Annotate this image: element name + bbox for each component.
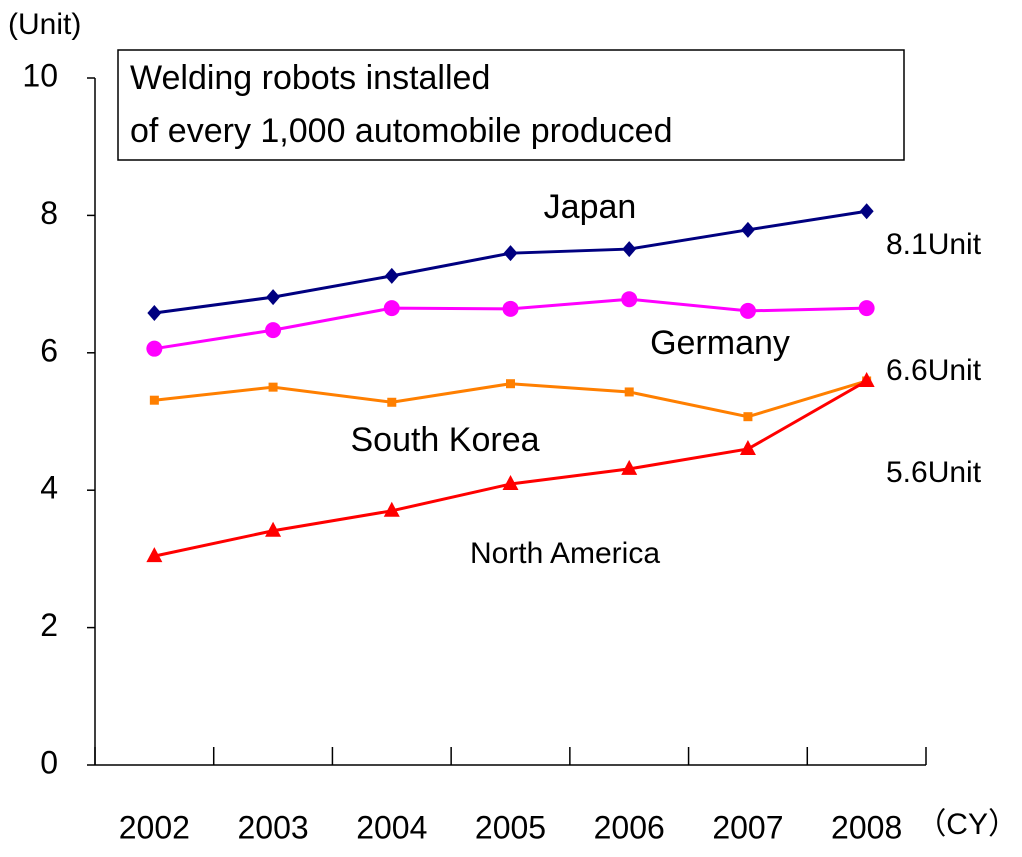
marker [146,547,163,563]
series-label: North America [470,537,660,570]
x-tick-label: 2005 [475,809,546,845]
marker [622,241,637,258]
annotation: 6.6Unit [886,354,982,387]
marker [147,304,162,321]
series-line [154,379,868,558]
marker [858,300,875,317]
marker [621,459,638,475]
marker [146,340,163,357]
series-label: South Korea [350,421,539,459]
marker [739,302,756,319]
marker [149,395,159,405]
marker [265,521,282,537]
marker [859,203,874,220]
x-tick-label: 2004 [356,809,427,845]
y-tick-label: 4 [40,470,58,506]
series-line [154,209,867,315]
annotation: 8.1Unit [886,228,982,261]
x-tick-label: 2007 [712,809,783,845]
marker [268,382,278,392]
chart-title: Welding robots installed [130,59,490,97]
y-axis-label: (Unit) [8,8,81,41]
x-tick-label: 2003 [237,809,308,845]
y-tick-label: 0 [40,744,58,780]
marker [265,322,282,339]
marker [387,397,397,407]
chart-title: of every 1,000 automobile produced [130,112,672,150]
y-tick-label: 6 [40,332,58,368]
y-tick-label: 2 [40,607,58,643]
x-tick-label: 2006 [594,809,665,845]
x-axis-label: （CY） [916,808,1018,841]
marker [858,371,875,387]
annotation: 5.6Unit [886,456,982,489]
x-tick-label: 2002 [119,809,190,845]
series-label: Japan [544,188,637,226]
marker [502,475,519,491]
series-label: Germany [650,324,790,362]
marker [624,387,634,397]
marker [739,439,756,455]
marker [383,501,400,517]
y-tick-label: 8 [40,195,58,231]
marker [503,245,518,262]
marker [384,267,399,284]
marker [266,289,281,306]
title-box [117,49,905,161]
x-tick-label: 2008 [831,809,902,845]
marker [740,221,755,238]
marker [383,300,400,317]
marker [621,291,638,308]
y-tick-label: 10 [22,57,58,93]
marker [743,412,753,422]
marker [502,300,519,317]
marker [506,379,515,389]
